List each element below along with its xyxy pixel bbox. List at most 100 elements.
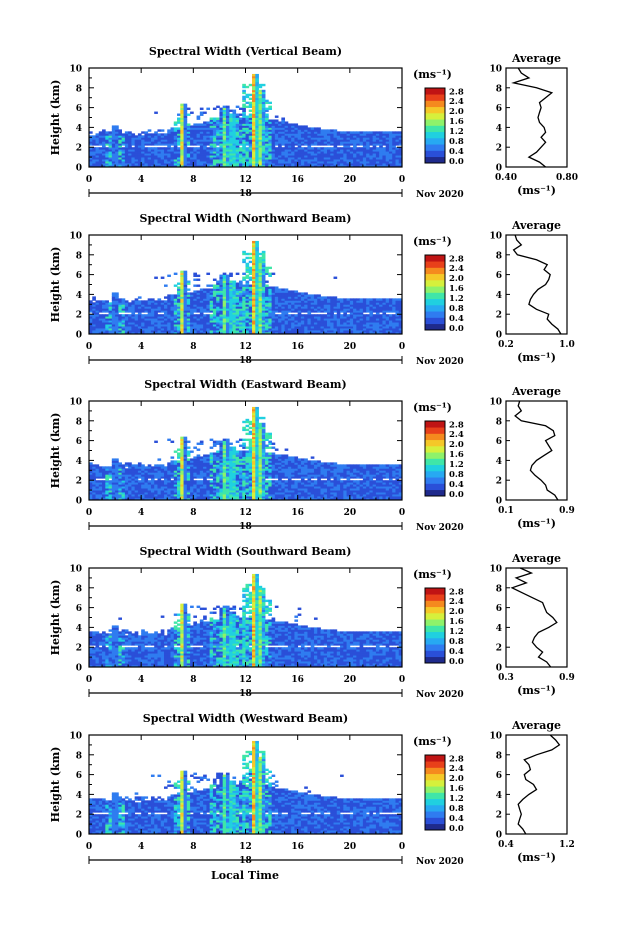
heatmap-cell <box>163 157 168 160</box>
heatmap-cell <box>307 153 312 156</box>
heatmap-cell <box>271 119 276 122</box>
colorbar-swatch <box>425 267 445 275</box>
heatmap-cell <box>287 159 292 162</box>
heatmap-cell <box>212 490 217 493</box>
heatmap-cell <box>118 151 122 154</box>
heatmap-cell <box>128 161 132 164</box>
heatmap-cell <box>242 488 246 491</box>
heatmap-cell <box>252 97 256 101</box>
heatmap-cell <box>255 330 259 333</box>
heatmap-cell <box>242 324 246 327</box>
heatmap-cell <box>330 316 334 319</box>
heatmap-cell <box>216 316 220 319</box>
heatmap-cell <box>95 137 100 140</box>
heatmap-cell <box>235 139 240 142</box>
heatmap-cell <box>216 137 220 140</box>
heatmap-cell <box>268 101 272 105</box>
heatmap-cell <box>291 496 295 499</box>
heatmap-cell <box>327 490 331 493</box>
heatmap-cell <box>134 161 139 164</box>
heatmap-cell <box>366 133 370 136</box>
heatmap-cell <box>190 157 194 160</box>
heatmap-cell <box>163 314 168 317</box>
heatmap-cell <box>180 300 184 303</box>
heatmap-cell <box>242 320 246 323</box>
heatmap-cell <box>170 137 175 140</box>
heatmap-cell <box>369 498 374 501</box>
heatmap-cell <box>369 304 374 307</box>
heatmap-cell <box>212 298 217 301</box>
heatmap-cell <box>252 254 256 258</box>
heatmap-cell <box>154 111 158 114</box>
heatmap-cell <box>212 498 217 501</box>
heatmap-cell <box>294 125 299 128</box>
heatmap-cell <box>222 119 227 122</box>
heatmap-cell <box>232 302 237 305</box>
heatmap-cell <box>392 492 396 495</box>
heatmap-cell <box>313 133 318 136</box>
profile-y-tick-label: 0 <box>496 331 502 341</box>
heatmap-cell <box>252 127 256 130</box>
heatmap-cell <box>258 258 263 262</box>
heatmap-cell <box>173 314 178 317</box>
heatmap-cell <box>121 165 126 168</box>
heatmap-cell <box>320 147 325 150</box>
heatmap-cell <box>186 153 191 156</box>
heatmap-cell <box>144 137 149 140</box>
heatmap-cell <box>212 141 217 144</box>
heatmap-cell <box>115 155 119 158</box>
heatmap-cell <box>235 310 240 313</box>
heatmap-cell <box>134 330 139 333</box>
heatmap-cell <box>323 157 328 160</box>
heatmap-cell <box>216 149 220 152</box>
heatmap-cell <box>216 119 220 122</box>
heatmap-cell <box>310 322 315 325</box>
heatmap-cell <box>141 302 145 305</box>
heatmap-cell <box>261 332 266 335</box>
heatmap-cell <box>300 135 305 138</box>
heatmap-cell <box>173 121 178 124</box>
heatmap-cell <box>108 314 113 317</box>
heatmap-cell <box>281 137 286 140</box>
heatmap-cell <box>163 320 168 323</box>
heatmap-cell <box>327 494 331 497</box>
heatmap-cell <box>300 165 305 168</box>
heatmap-cell <box>343 302 347 305</box>
heatmap-cell <box>216 131 220 134</box>
heatmap-cell <box>186 141 191 144</box>
heatmap-cell <box>121 157 126 160</box>
heatmap-cell <box>317 322 321 325</box>
heatmap-cell <box>232 141 237 144</box>
heatmap-cell <box>313 139 318 142</box>
heatmap-cell <box>229 306 233 309</box>
heatmap-cell <box>294 161 299 164</box>
heatmap-cell <box>395 306 400 309</box>
profile-x-tick-label: 1.0 <box>559 340 575 350</box>
heatmap-cell <box>336 304 341 307</box>
heatmap-cell <box>219 159 224 162</box>
heatmap-cell <box>108 139 113 142</box>
heatmap-cell <box>271 292 276 295</box>
heatmap-cell <box>183 155 188 158</box>
heatmap-cell <box>124 163 129 166</box>
heatmap-cell <box>144 316 149 319</box>
heatmap-cell <box>310 294 315 297</box>
heatmap-cell <box>111 330 116 333</box>
heatmap-cell <box>199 149 204 152</box>
heatmap-cell <box>281 141 286 144</box>
heatmap-cell <box>154 139 158 142</box>
heatmap-cell <box>274 316 279 319</box>
heatmap-cell <box>274 498 279 501</box>
heatmap-cell <box>150 151 155 154</box>
heatmap-cell <box>320 153 325 156</box>
heatmap-cell <box>349 320 354 323</box>
heatmap-cell <box>154 151 158 154</box>
heatmap-cell <box>268 294 272 297</box>
heatmap-cell <box>219 131 224 134</box>
heatmap-cell <box>268 322 272 325</box>
heatmap-cell <box>173 322 178 325</box>
heatmap-cell <box>238 288 243 291</box>
heatmap-cell <box>177 141 181 144</box>
heatmap-cell <box>372 141 377 144</box>
heatmap-cell <box>229 272 233 275</box>
